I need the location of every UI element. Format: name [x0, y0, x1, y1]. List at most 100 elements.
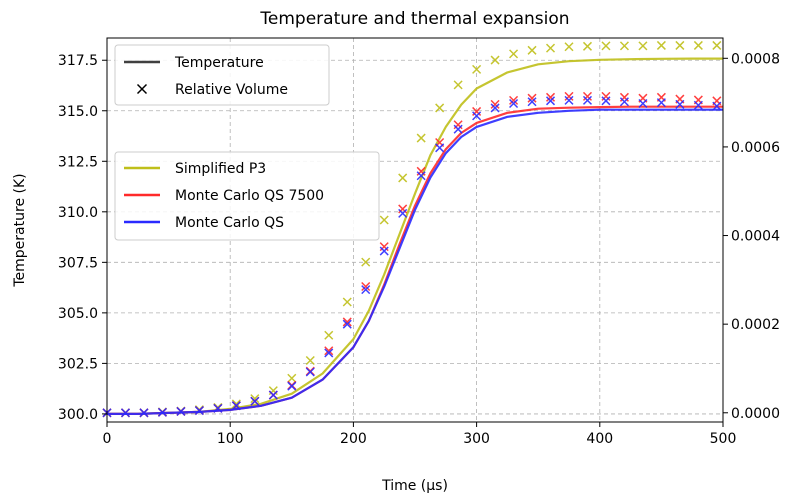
y-axis: 300.0 302.5 305.0 307.5 310.0 312.5 315.0 317.5	[58, 53, 107, 423]
relative-volume-marker	[379, 246, 389, 256]
relative-volume-marker	[268, 386, 278, 396]
relative-volume-marker	[435, 143, 445, 153]
relative-volume-marker	[379, 242, 389, 252]
relative-volume-marker	[268, 390, 278, 400]
relative-volume-marker	[601, 41, 611, 51]
relative-volume-marker	[693, 100, 703, 110]
secondary-y-axis: 0.0000 0.0002 0.0004 0.0006 0.0008	[723, 51, 780, 422]
relative-volume-marker	[545, 92, 556, 102]
relative-volume-marker	[305, 355, 315, 366]
relative-volume-marker	[490, 99, 500, 109]
y-axis-label: Temperature (K)	[12, 173, 28, 287]
relative-volume-marker	[490, 55, 500, 65]
relative-volume-marker	[638, 41, 648, 51]
relative-volume-marker	[120, 408, 131, 418]
relative-volume-marker	[416, 133, 426, 143]
legend-style-box	[114, 44, 330, 106]
relative-volume-marker	[545, 43, 556, 53]
legend-style-label: Relative Volume	[175, 82, 288, 98]
relative-volume-markers-monte-carlo-qs	[102, 95, 722, 418]
relative-volume-marker	[564, 95, 574, 105]
relative-volume-marker	[435, 103, 445, 113]
y2-tick-label: 0.0008	[731, 51, 780, 67]
relative-volume-marker	[453, 120, 463, 130]
relative-volume-marker	[379, 215, 389, 225]
y-tick-label: 312.5	[58, 154, 98, 170]
relative-volume-marker	[176, 406, 186, 416]
relative-volume-marker	[712, 101, 722, 111]
legend-style: Temperature Relative Volume	[114, 44, 330, 106]
relative-volume-marker	[638, 98, 648, 109]
plot-frame	[106, 37, 724, 423]
x-tick-label: 300	[463, 431, 490, 447]
relative-volume-marker	[287, 381, 297, 391]
y2-tick-label: 0.0002	[731, 317, 780, 333]
relative-volume-marker	[361, 257, 371, 267]
y-tick-label: 310.0	[58, 205, 98, 221]
temperature-line-monte-carlo-qs	[107, 108, 723, 415]
y-tick-label: 315.0	[58, 104, 98, 120]
relative-volume-marker	[693, 40, 703, 50]
relative-volume-marker	[601, 96, 611, 106]
relative-volume-marker	[231, 399, 241, 409]
relative-volume-marker	[545, 96, 556, 106]
relative-volume-marker	[582, 41, 593, 51]
relative-volume-marker	[398, 208, 408, 218]
relative-volume-marker	[287, 373, 297, 383]
relative-volume-marker	[194, 406, 204, 416]
y-tick-label: 305.0	[58, 306, 98, 322]
relative-volume-marker	[509, 98, 519, 109]
relative-volume-marker	[509, 95, 519, 105]
y-tick-label: 307.5	[58, 255, 98, 271]
relative-volume-marker	[656, 40, 666, 50]
y2-tick-label: 0.0000	[731, 406, 780, 422]
relative-volume-marker	[490, 103, 500, 113]
relative-volume-marker	[250, 396, 260, 406]
x-axis-label: Time (μs)	[381, 478, 448, 494]
relative-volume-marker	[527, 45, 537, 55]
relative-volume-marker	[619, 97, 629, 107]
relative-volume-marker	[250, 394, 260, 404]
relative-volume-marker	[656, 98, 666, 108]
x-tick-label: 400	[586, 431, 613, 447]
relative-volume-marker	[564, 91, 574, 101]
relative-volume-markers-monte-carlo-qs-7500	[102, 91, 722, 418]
relative-volume-marker	[509, 49, 519, 59]
relative-volume-marker	[453, 80, 463, 90]
chart-title: Temperature and thermal expansion	[259, 9, 569, 29]
relative-volume-marker	[601, 91, 611, 101]
legend-series: Simplified P3 Monte Carlo QS 7500 Monte Ca…	[114, 151, 380, 241]
relative-volume-marker	[619, 92, 629, 102]
relative-volume-marker	[231, 401, 241, 411]
x-tick-label: 100	[217, 431, 244, 447]
relative-volume-marker	[361, 285, 371, 295]
y2-tick-label: 0.0006	[731, 140, 780, 156]
y2-tick-label: 0.0004	[731, 229, 780, 245]
relative-volume-marker	[582, 91, 593, 101]
relative-volume-marker	[139, 408, 149, 418]
relative-volume-marker	[619, 41, 629, 51]
x-tick-label: 500	[710, 431, 737, 447]
relative-volume-marker	[416, 171, 426, 181]
relative-volume-marker	[472, 64, 482, 74]
legend-x-marker-swatch	[136, 83, 148, 95]
legend-series-label: Simplified P3	[175, 161, 266, 177]
relative-volume-marker	[582, 95, 593, 105]
relative-volume-marker	[324, 348, 334, 358]
legend-series-box	[114, 151, 380, 241]
relative-volume-marker	[564, 42, 574, 52]
relative-volume-marker	[342, 297, 352, 307]
relative-volume-marker	[324, 346, 334, 356]
relative-volume-marker	[712, 40, 722, 50]
relative-volume-marker	[675, 40, 685, 50]
relative-volume-marker	[675, 99, 685, 109]
relative-volume-marker	[342, 317, 352, 327]
relative-volume-marker	[213, 403, 223, 413]
legend-style-label: Temperature	[174, 55, 264, 71]
relative-volume-marker	[398, 173, 408, 183]
relative-volume-marker	[453, 124, 463, 134]
relative-volume-marker	[342, 319, 352, 329]
x-tick-label: 200	[340, 431, 367, 447]
legend-series-label: Monte Carlo QS 7500	[175, 188, 324, 204]
relative-volume-marker	[472, 111, 482, 121]
